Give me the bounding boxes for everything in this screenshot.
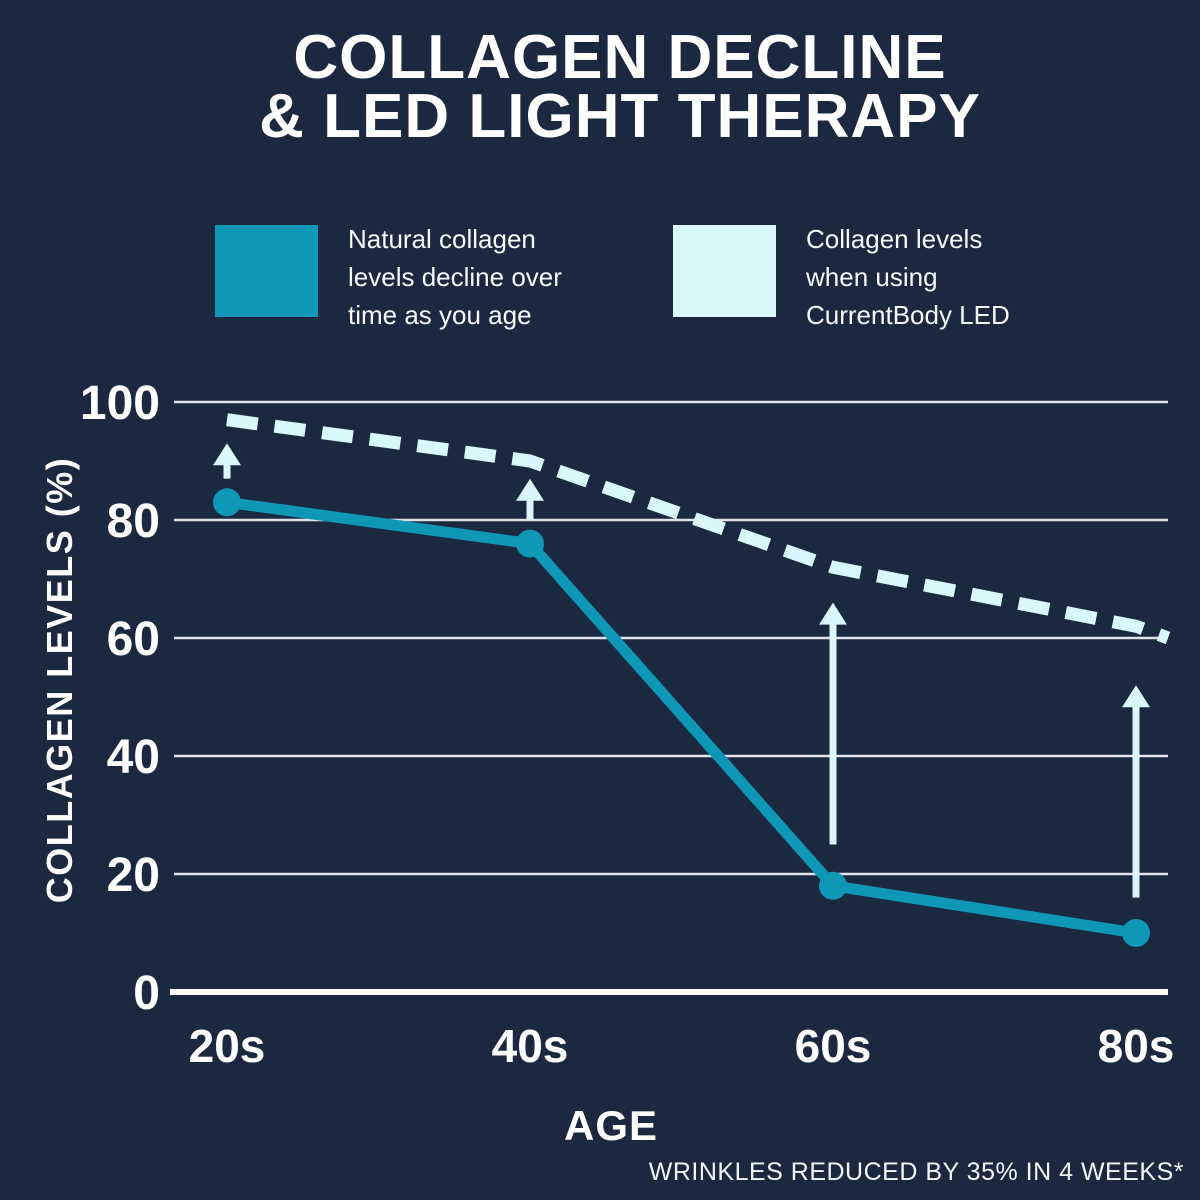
natural-collagen-line — [226, 496, 1137, 939]
improvement-arrow-head-20s — [213, 443, 241, 466]
title-line-2: & LED LIGHT THERAPY — [259, 82, 981, 151]
improvement-arrow-head-60s — [819, 602, 847, 625]
improvement-arrow-head-80s — [1122, 685, 1150, 708]
footnote: WRINKLES REDUCED BY 35% IN 4 WEEKS* — [648, 1158, 1184, 1186]
x-tick-label-20s: 20s — [189, 1020, 266, 1072]
x-axis-label: AGE — [563, 1102, 659, 1149]
data-point-60s — [819, 871, 847, 900]
legend-item-natural: Natural collagen levels decline over tim… — [215, 220, 562, 334]
legend-label-led: Collagen levels when using CurrentBody L… — [806, 224, 1010, 330]
led-collagen-line — [226, 413, 1171, 645]
y-tick-label-80: 80 — [107, 495, 160, 548]
y-tick-label-40: 40 — [107, 731, 160, 784]
data-point-80s — [1122, 919, 1150, 947]
x-tick-label-80s: 80s — [1098, 1020, 1175, 1072]
legend-swatch-led — [673, 225, 776, 317]
y-tick-label-100: 100 — [80, 377, 160, 430]
x-tick-label-40s: 40s — [492, 1020, 569, 1072]
y-tick-label-60: 60 — [107, 613, 160, 666]
title-line-1: COLLAGEN DECLINE — [293, 23, 947, 92]
x-tick-label-60s: 60s — [795, 1020, 872, 1072]
legend-item-led: Collagen levels when using CurrentBody L… — [673, 220, 1010, 334]
legend-swatch-natural — [215, 225, 318, 317]
improvement-arrow-head-40s — [516, 478, 544, 501]
y-tick-label-0: 0 — [133, 967, 160, 1020]
y-tick-label-20: 20 — [107, 849, 160, 902]
data-point-40s — [516, 529, 544, 558]
data-point-20s — [213, 488, 241, 517]
legend-label-natural: Natural collagen levels decline over tim… — [348, 224, 562, 330]
chart-title: COLLAGEN DECLINE & LED LIGHT THERAPY — [40, 23, 1200, 151]
